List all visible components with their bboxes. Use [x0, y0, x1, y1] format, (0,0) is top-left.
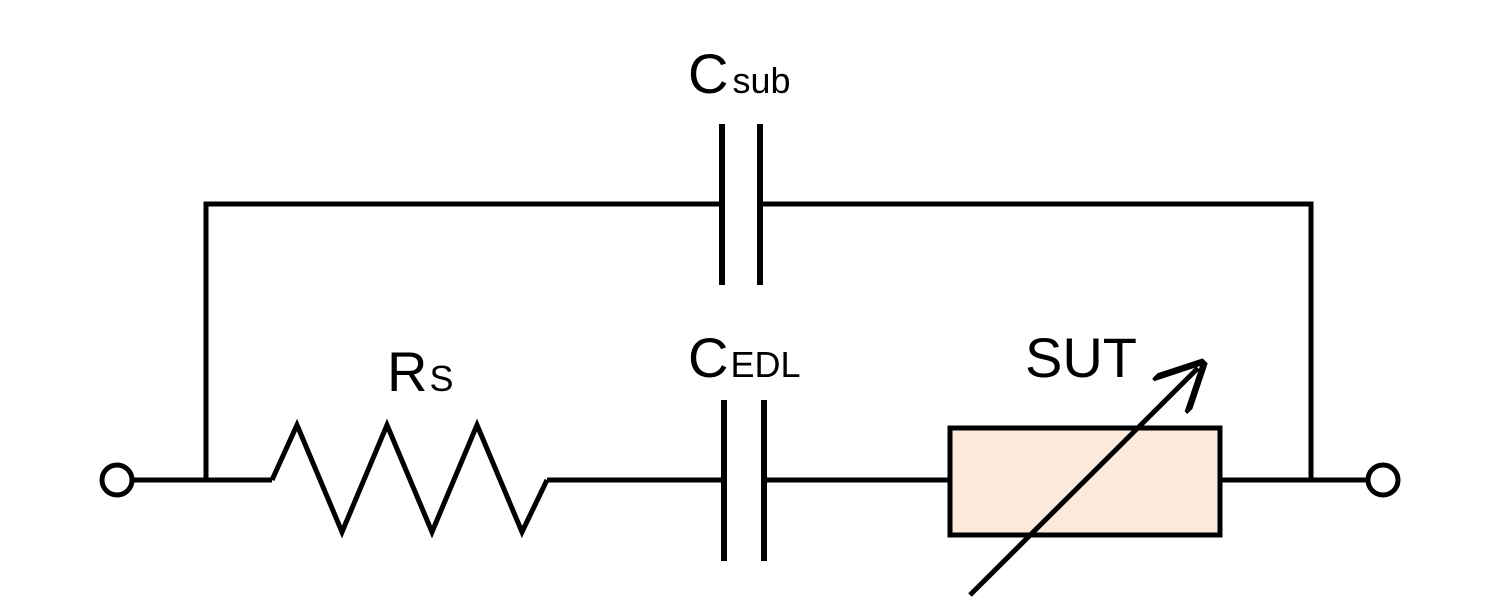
csub-subscript: sub — [732, 60, 790, 101]
cedl-label: CEDL — [688, 326, 800, 389]
rs-label: RS — [387, 340, 453, 403]
rs-main: R — [387, 340, 427, 403]
csub-main: C — [688, 42, 728, 105]
left-branch-wire — [203, 201, 722, 480]
cedl-subscript: EDL — [730, 344, 800, 385]
right-terminal — [1365, 462, 1401, 498]
left-terminal — [99, 462, 135, 498]
cedl-main: C — [688, 326, 728, 389]
sut-label: SUT — [1025, 326, 1137, 389]
rs-subscript: S — [429, 358, 453, 399]
sut-variable-arrow — [968, 368, 1198, 597]
right-branch-wire — [760, 201, 1314, 480]
rs-resistor — [269, 418, 550, 539]
